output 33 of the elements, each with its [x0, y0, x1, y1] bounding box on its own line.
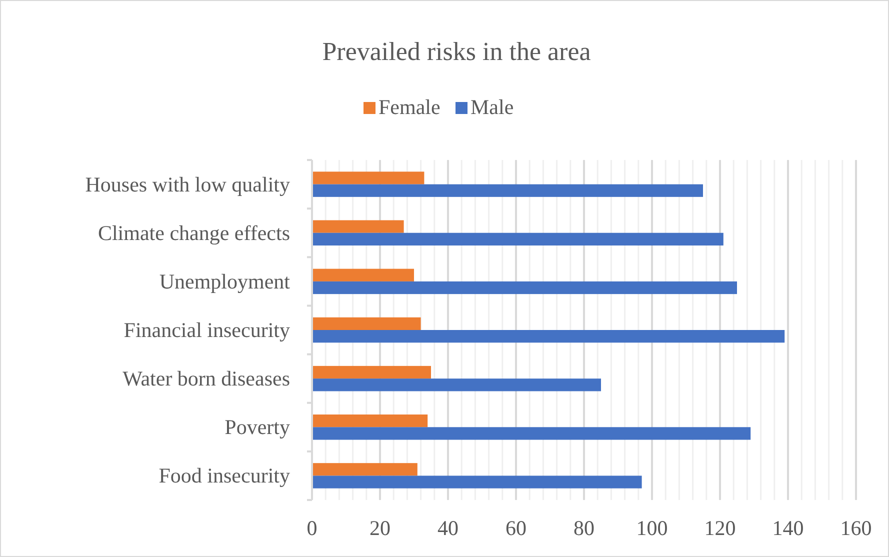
y-tick-label: Food insecurity: [158, 464, 290, 488]
bar: [312, 378, 601, 392]
bar: [312, 268, 414, 282]
x-tick-label: 120: [704, 516, 736, 540]
bar: [312, 232, 724, 246]
bar: [312, 220, 404, 233]
bar: [312, 317, 421, 330]
y-tick-label: Houses with low quality: [85, 172, 290, 196]
y-tick-label: Climate change effects: [98, 220, 290, 245]
bar: [312, 184, 703, 197]
bar: [312, 366, 431, 379]
bar: [312, 476, 642, 488]
legend-label: Female: [378, 95, 440, 119]
y-tick-label: Unemployment: [159, 269, 290, 294]
bar: [312, 463, 418, 476]
y-tick-label: Financial insecurity: [124, 318, 290, 342]
bar: [312, 172, 424, 184]
bar: [312, 414, 428, 428]
x-tick-label: 140: [772, 516, 804, 540]
x-tick-label: 160: [840, 516, 872, 540]
chart-title: Prevailed risks in the area: [322, 37, 592, 66]
x-tick-label: 40: [438, 516, 458, 540]
legend-label: Male: [470, 95, 514, 119]
x-tick-label: 60: [506, 516, 526, 540]
y-tick-label: Poverty: [224, 415, 290, 440]
y-tick-label: Water born diseases: [122, 366, 290, 391]
bar: [312, 427, 751, 440]
x-tick-label: 100: [636, 516, 668, 540]
x-tick-label: 20: [370, 516, 390, 540]
x-tick-label: 80: [574, 516, 594, 540]
bar: [312, 330, 785, 343]
x-tick-label: 0: [306, 516, 318, 540]
bar: [312, 281, 737, 294]
